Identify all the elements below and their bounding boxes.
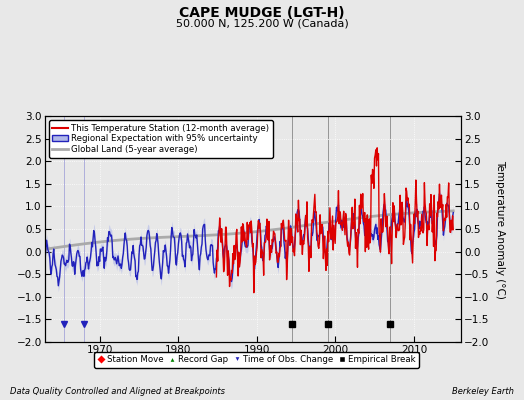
Legend: Station Move, Record Gap, Time of Obs. Change, Empirical Break: Station Move, Record Gap, Time of Obs. C… <box>94 352 419 368</box>
Legend: This Temperature Station (12-month average), Regional Expectation with 95% uncer: This Temperature Station (12-month avera… <box>49 120 272 158</box>
Text: CAPE MUDGE (LGT-H): CAPE MUDGE (LGT-H) <box>179 6 345 20</box>
Text: Berkeley Earth: Berkeley Earth <box>452 387 514 396</box>
Text: 50.000 N, 125.200 W (Canada): 50.000 N, 125.200 W (Canada) <box>176 18 348 28</box>
Y-axis label: Temperature Anomaly (°C): Temperature Anomaly (°C) <box>495 160 505 298</box>
Text: Data Quality Controlled and Aligned at Breakpoints: Data Quality Controlled and Aligned at B… <box>10 387 225 396</box>
